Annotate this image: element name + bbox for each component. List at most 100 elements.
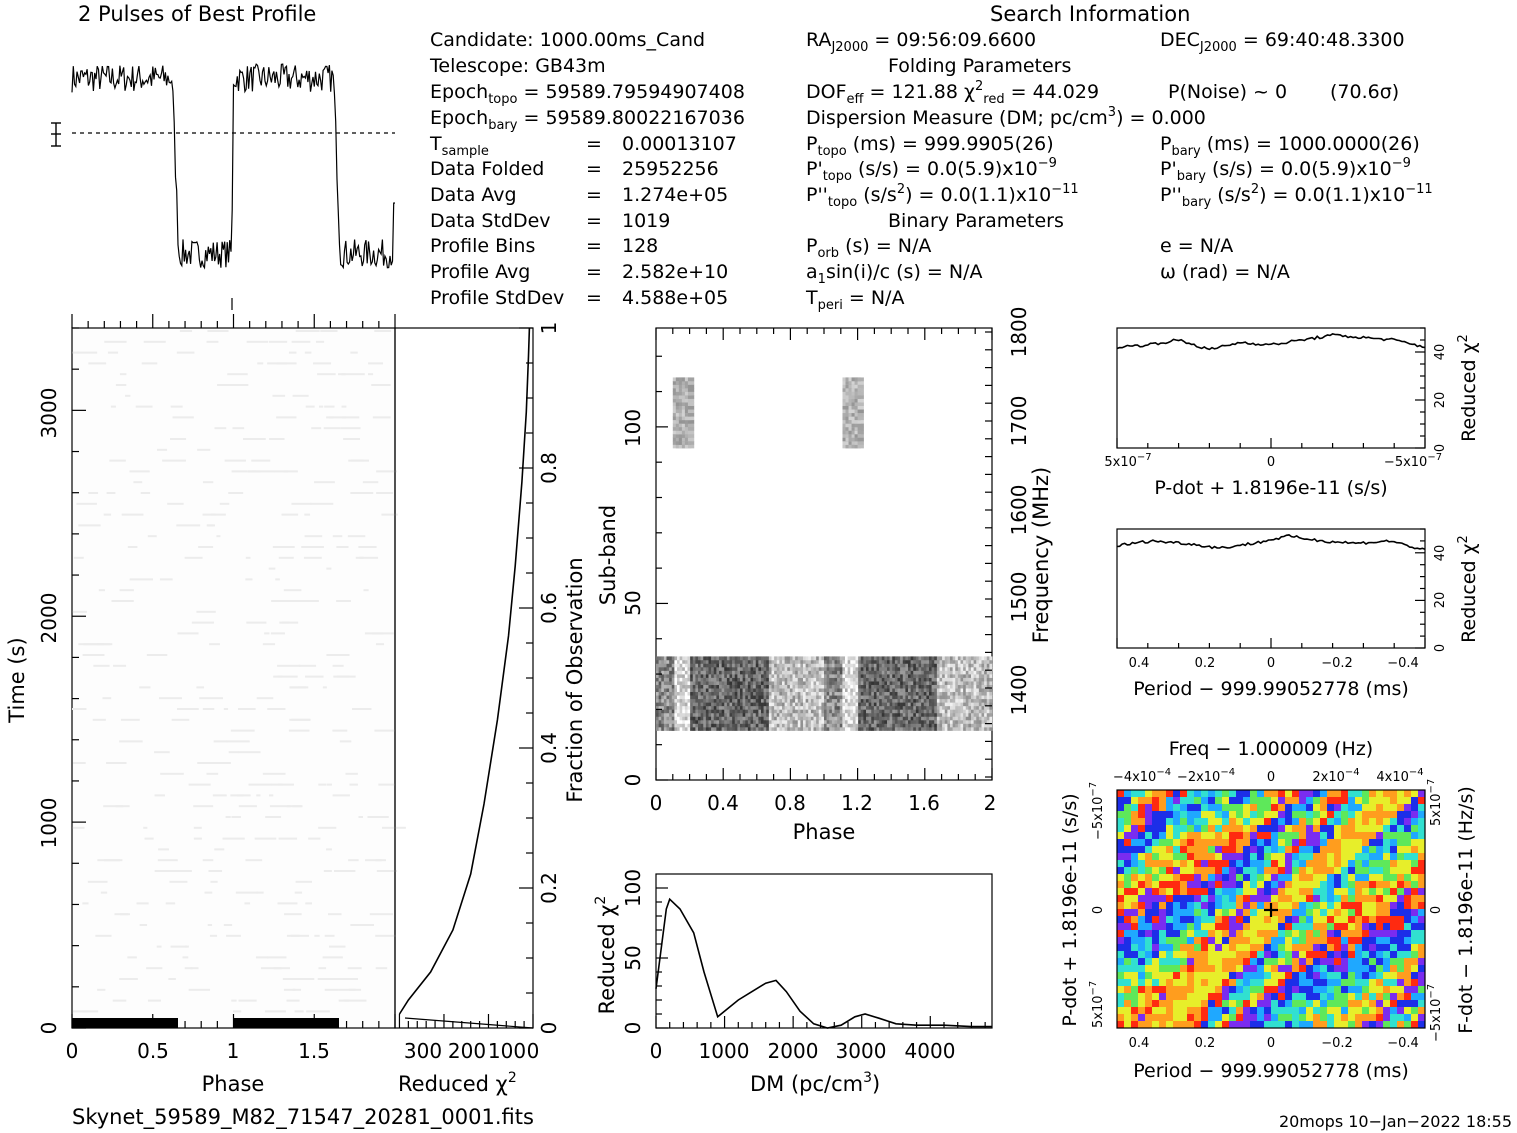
heatmap-cell [1383,853,1391,861]
subband-cell [847,709,851,714]
heatmap-cell [1124,874,1132,882]
fraction-ytick-3: 0.6 [537,592,561,624]
subband-cell [713,705,717,710]
subband-cell [978,709,982,714]
phase-time-xtick-3: 1.5 [298,1039,330,1063]
subband-cell [766,712,770,717]
subband-cell [900,727,904,731]
subband-cell [931,670,935,675]
subband-cell [863,688,867,693]
subband-cell [795,705,799,710]
fraction-ytick-1: 0.2 [537,872,561,904]
subband-cell [797,667,801,671]
subband-cell [734,688,738,693]
heatmap-cell [1306,839,1314,847]
subband-cell [855,705,859,710]
heatmap-cell [1131,972,1139,980]
heatmap-cell [1222,874,1230,882]
subband-cell [726,688,730,693]
phase-time-cell [311,427,322,430]
subband-cell [784,716,788,721]
subband-cell [789,656,793,661]
phase-time-cell [256,794,261,797]
heatmap-cell [1397,867,1405,875]
heatmap-cell [1166,790,1174,798]
subband-cell [666,663,670,668]
subband-cell [776,702,780,707]
subband-cell [923,670,927,675]
heatmap-cell [1397,804,1405,812]
subband-cell [947,674,951,678]
subband-cell [755,659,759,664]
subband-cell [808,663,812,668]
subband-cell [666,681,670,685]
subband-cell [921,656,925,661]
subband-cell [868,698,872,703]
heatmap-cell [1180,909,1188,917]
subband-cell [892,709,896,714]
subband-cell [834,677,838,682]
subband-cell [708,688,712,693]
subband-cell [816,716,820,721]
subband-cell [858,659,862,664]
subband-cell [913,677,917,682]
heatmap-cell [1306,846,1314,854]
subband-cell [968,663,972,668]
heatmap-cell [1390,804,1398,812]
subband-cell [986,663,990,668]
subband-cell [850,691,854,696]
heatmap-cell [1292,916,1300,924]
subband-cell [766,716,770,721]
subband-cell [700,723,704,728]
subband-cell [842,677,846,682]
subband-cell [902,677,906,682]
heatmap-cell [1278,951,1286,959]
phase-time-cell [344,999,367,1002]
subband-cell [942,667,946,671]
subband-cell [726,691,730,696]
subband-cell [902,716,906,721]
subband-cell [839,712,843,717]
subband-cell [889,667,893,671]
heatmap-cell [1306,909,1314,917]
heatmap-cell [1390,832,1398,840]
phase-time-cell [196,686,205,689]
heatmap-cell [1278,797,1286,805]
heatmap-cell [1334,797,1342,805]
subband-cell [839,727,843,731]
phase-time-cell [78,643,101,646]
heatmap-cell [1138,888,1146,896]
subband-cell [732,712,736,717]
subband-cell [939,719,943,724]
heatmap-cell [1320,846,1328,854]
subband-cell [860,712,864,717]
period-xtick-3: −0.2 [1321,656,1353,671]
heatmap-cell [1376,853,1384,861]
heatmap-cell [1236,839,1244,847]
subband-cell [771,712,775,717]
heatmap-cell [1306,944,1314,952]
subband-cell [803,702,806,707]
heatmap-cell [1313,930,1321,938]
heatmap-cell [1194,937,1202,945]
subband-cell [816,670,820,675]
subband-cell [789,709,793,714]
subband-cell [984,712,988,717]
subband-cell [705,681,709,685]
subband-cell [658,677,662,682]
subband-cell [929,659,932,664]
subband-cell [740,656,743,661]
heatmap-cell [1264,937,1272,945]
subband-cell [677,712,680,717]
subband-cell [824,674,827,678]
phase-time-cell [277,675,298,678]
subband-cell [774,705,778,710]
subband-cell [881,716,885,721]
subband-cell [677,688,680,693]
heatmap-cell [1376,818,1384,826]
subband-cell [897,723,901,728]
subband-cell [908,727,911,731]
subband-cell [750,698,754,703]
subband-cell [858,684,862,689]
subband-cell [674,712,678,717]
